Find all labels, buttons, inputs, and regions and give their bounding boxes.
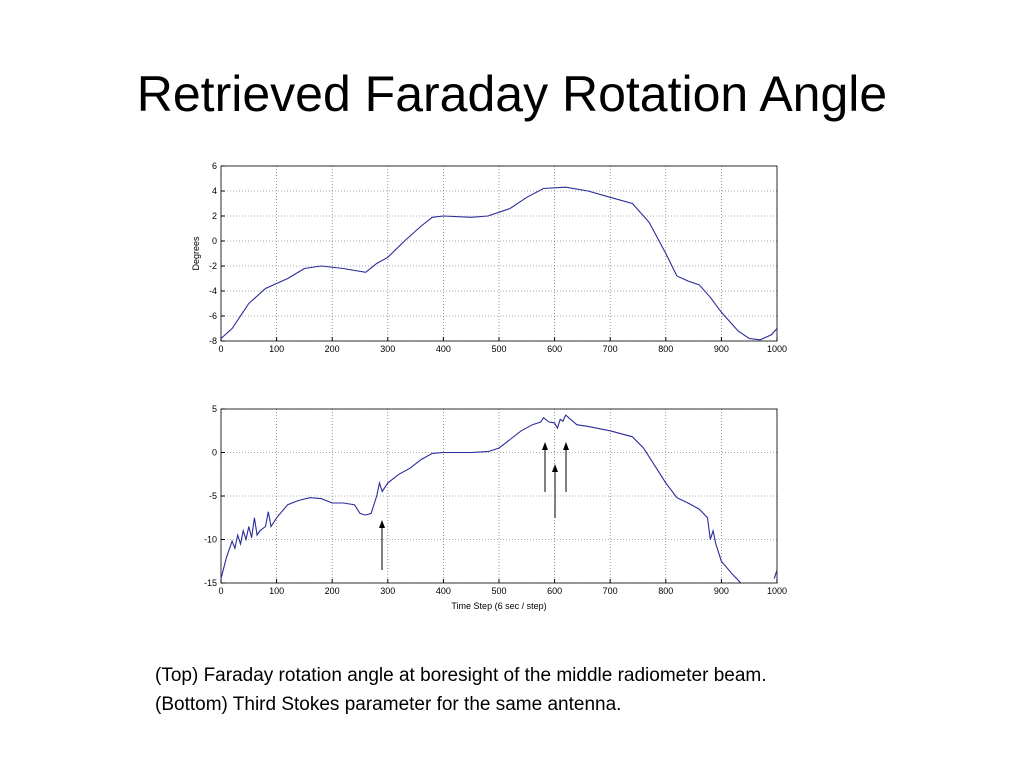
x-tick-label: 600	[547, 344, 562, 354]
slide-title: Retrieved Faraday Rotation Angle	[137, 66, 887, 122]
y-tick-label: -10	[204, 535, 217, 545]
x-tick-label: 1000	[767, 344, 787, 354]
x-tick-label: 100	[269, 586, 284, 596]
x-tick-label: 400	[436, 344, 451, 354]
x-tick-label: 200	[325, 344, 340, 354]
x-tick-label: 800	[658, 586, 673, 596]
y-tick-label: 4	[212, 186, 217, 196]
chart: 0 100 200 300 400 500 600 700 800 900 1000 -15 -10 -5…	[204, 404, 787, 611]
y-tick-label: 5	[212, 404, 217, 414]
x-tick-label: 300	[380, 586, 395, 596]
data-line	[221, 186, 777, 341]
plot-frame	[220, 408, 778, 584]
y-tick-label: -6	[209, 311, 217, 321]
x-tick-label: 100	[269, 344, 284, 354]
y-tick-label: -5	[209, 491, 217, 501]
x-tick-label: 500	[491, 344, 506, 354]
x-tick-label: 0	[218, 586, 223, 596]
x-tick-label: 800	[658, 344, 673, 354]
x-tick-label: 500	[491, 586, 506, 596]
x-tick-label: 1000	[767, 586, 787, 596]
caption-line: (Bottom) Third Stokes parameter for the …	[155, 694, 621, 715]
y-tick-label: -8	[209, 336, 217, 346]
x-tick-label: 700	[603, 586, 618, 596]
caption-line: (Top) Faraday rotation angle at boresigh…	[155, 665, 767, 686]
chart: 0 100 200 300 400 500 600 700 800 900 1000 -8 -6 -4 -2…	[191, 161, 787, 354]
data-line	[221, 414, 777, 583]
plot-frame	[220, 165, 778, 342]
x-tick-label: 900	[714, 344, 729, 354]
y-tick-label: -2	[209, 261, 217, 271]
x-tick-label: 0	[218, 344, 223, 354]
x-tick-label: 400	[436, 586, 451, 596]
y-tick-label: -15	[204, 578, 217, 588]
x-axis-label: Time Step (6 sec / step)	[451, 601, 546, 611]
y-tick-label: -4	[209, 286, 217, 296]
x-tick-label: 300	[380, 344, 395, 354]
y-tick-label: 0	[212, 236, 217, 246]
x-tick-label: 600	[547, 586, 562, 596]
y-axis-label: Degrees	[191, 236, 201, 271]
arrows	[379, 442, 569, 570]
x-tick-label: 900	[714, 586, 729, 596]
y-tick-label: 0	[212, 448, 217, 458]
y-tick-label: 2	[212, 211, 217, 221]
x-tick-label: 200	[325, 586, 340, 596]
x-tick-label: 700	[603, 344, 618, 354]
y-tick-label: 6	[212, 161, 217, 171]
